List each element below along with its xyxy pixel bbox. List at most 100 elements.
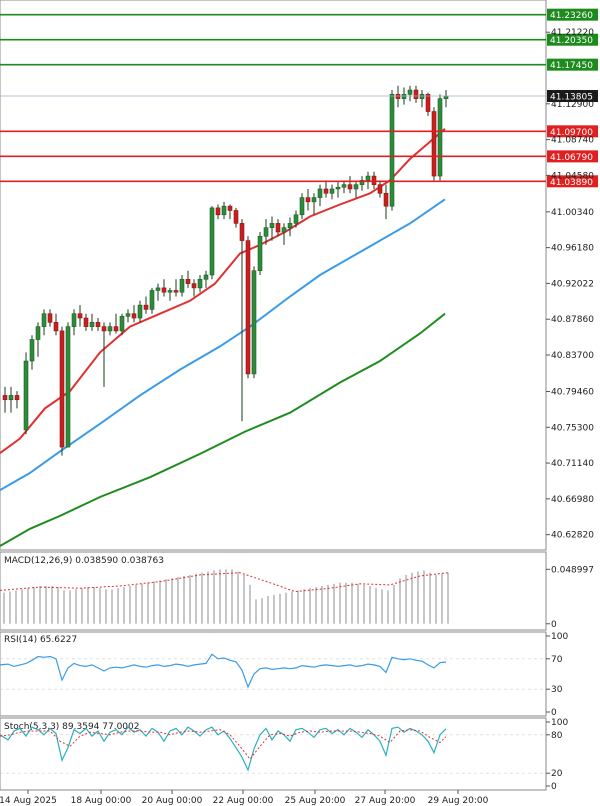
candle-body <box>137 304 143 319</box>
candle-body <box>101 326 107 332</box>
candle-body <box>299 197 305 216</box>
price-tick-label: 41.08740 <box>551 136 594 146</box>
indicator-tick-label: 0 <box>551 620 557 630</box>
candle <box>317 184 323 207</box>
candlesticks <box>2 85 449 456</box>
stoch-panel-frame <box>0 717 547 791</box>
candle-body <box>305 197 311 203</box>
candle-body <box>335 186 341 190</box>
rsi-axis: 100 70 30 0 <box>546 632 568 718</box>
candle <box>215 204 221 220</box>
price-tick-label: 40.71140 <box>551 459 594 469</box>
indicator-tick-label: 0 <box>551 708 557 718</box>
candle <box>257 231 263 275</box>
time-tick-label: 29 Aug 20:00 <box>428 796 489 806</box>
candle-body <box>125 313 131 317</box>
macd-panel: MACD(12,26,9) 0.038590 0.038763 0.048997… <box>0 551 594 631</box>
level-price-label: 41.23260 <box>550 11 593 21</box>
candle-body <box>317 188 323 198</box>
candle <box>227 204 233 220</box>
candle-body <box>425 94 431 112</box>
level-price-box <box>547 58 598 71</box>
time-tick-label: 14 Aug 2025 <box>0 796 57 806</box>
candle-body <box>419 94 425 99</box>
candle-body <box>275 223 281 233</box>
candle-body <box>197 279 203 289</box>
candle <box>359 176 365 191</box>
macd-label: MACD(12,26,9) 0.038590 0.038763 <box>4 556 164 566</box>
macd-axis: 0.048997 0 <box>546 565 594 630</box>
candle <box>95 318 101 331</box>
time-tick-label: 25 Aug 20:00 <box>285 796 346 806</box>
candle-body <box>245 240 251 375</box>
indicator-tick-label: 70 <box>551 655 563 665</box>
candle-body <box>263 227 269 237</box>
candle-body <box>443 95 449 99</box>
candle-body <box>269 223 275 228</box>
candle-body <box>89 322 95 327</box>
candle-body <box>14 395 20 401</box>
candle <box>407 85 413 102</box>
candle <box>131 305 137 323</box>
candle <box>89 313 95 331</box>
macd-plot <box>0 569 449 624</box>
candle-body <box>431 111 437 177</box>
candle <box>365 171 371 189</box>
candle <box>245 236 251 379</box>
candle <box>23 352 29 435</box>
indicator-tick-label: 0.048997 <box>551 565 594 575</box>
candle <box>395 85 401 108</box>
stoch-label: Stoch(5,3,3) 89.3594 77.0002 <box>4 722 139 732</box>
indicator-tick-label: 100 <box>551 718 568 728</box>
indicator-tick-label: 30 <box>551 685 563 695</box>
candle <box>119 313 125 336</box>
price-tick-label: 41.12900 <box>551 100 594 110</box>
candle-body <box>413 89 419 99</box>
candle-body <box>107 326 113 332</box>
price-tick-label: 40.79460 <box>551 387 594 397</box>
rsi-panel: RSI(14) 65.6227 100 70 30 0 <box>0 631 568 718</box>
candle <box>149 287 155 314</box>
candle-body <box>287 223 293 228</box>
support-resistance-levels: 41.23260 41.20350 41.17450 41.09700 41.06790… <box>0 8 598 188</box>
price-tick-label: 40.62820 <box>551 531 594 541</box>
candle <box>275 219 281 237</box>
candle-body <box>149 290 155 310</box>
candle <box>299 193 305 220</box>
candle <box>59 326 65 456</box>
candle <box>431 107 437 181</box>
candle <box>353 182 359 198</box>
time-tick-label: 27 Aug 20:00 <box>355 796 416 806</box>
candle-body <box>113 326 119 332</box>
candle-body <box>251 270 257 375</box>
candle <box>281 223 287 245</box>
indicator-tick-label: 100 <box>551 632 568 642</box>
candle-body <box>383 192 389 207</box>
candle-body <box>203 274 209 280</box>
stoch-d-line <box>0 729 447 760</box>
candle-body <box>65 326 71 448</box>
time-tick-label: 22 Aug 00:00 <box>213 796 274 806</box>
candle <box>293 210 299 228</box>
rsi-label: RSI(14) 65.6227 <box>4 635 77 645</box>
level-price-label: 41.09700 <box>550 128 593 138</box>
macd-panel-frame <box>0 551 547 631</box>
rsi-line <box>0 653 447 689</box>
level-price-box <box>547 8 598 21</box>
candle-body <box>77 313 83 319</box>
candle <box>335 182 341 198</box>
candle <box>185 270 191 288</box>
candle-body <box>2 395 8 401</box>
candle <box>383 184 389 220</box>
price-tick-label: 40.87860 <box>551 315 594 325</box>
price-tick-label: 41.00340 <box>551 208 594 218</box>
candle <box>419 90 425 108</box>
level-price-label: 41.17450 <box>550 61 593 71</box>
candle-body <box>233 210 239 224</box>
candle <box>329 184 335 200</box>
stoch-plot <box>0 726 546 774</box>
candle-body <box>167 290 173 293</box>
time-tick-label: 18 Aug 00:00 <box>71 796 132 806</box>
candle <box>323 180 329 198</box>
